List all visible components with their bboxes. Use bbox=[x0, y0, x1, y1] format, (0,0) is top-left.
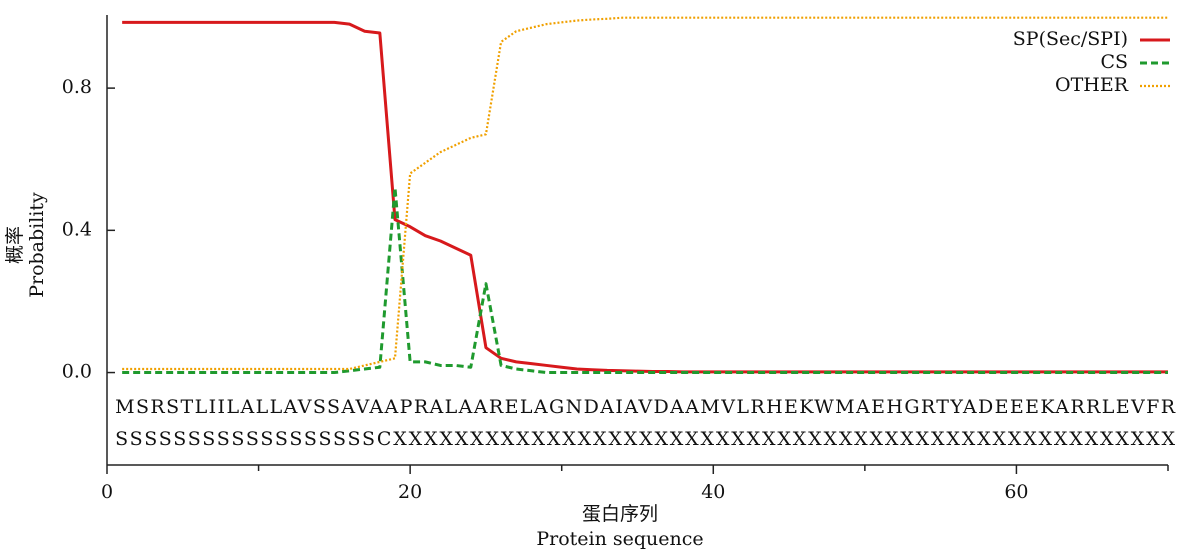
series-line bbox=[122, 20, 1168, 374]
annotation-row: SSSSSSSSSSSSSSSSSSCXXXXXXXXXXXXXXXXXXXXX… bbox=[115, 428, 1175, 450]
series-line bbox=[122, 186, 1168, 375]
x-axis-label: 蛋白序列 bbox=[582, 503, 658, 525]
y-tick-label: 0.8 bbox=[62, 76, 92, 98]
legend-label: CS bbox=[1100, 51, 1128, 73]
legend-label: OTHER bbox=[1055, 74, 1129, 96]
y-axis-label: 概率 bbox=[4, 226, 26, 264]
y-axis-label: Probability bbox=[26, 192, 48, 298]
x-axis-label: Protein sequence bbox=[536, 528, 703, 550]
y-tick-label: 0.4 bbox=[62, 218, 92, 240]
y-tick-label: 0.0 bbox=[62, 361, 92, 383]
sequence-row: MSRSTLIILALLAVSSAVAAPRALAARELAGNDAIAVDAA… bbox=[115, 396, 1176, 418]
x-tick-label: 60 bbox=[1004, 481, 1028, 503]
x-tick-label: 40 bbox=[701, 481, 725, 503]
x-tick-label: 0 bbox=[101, 481, 113, 503]
series-line bbox=[122, 16, 1168, 371]
legend-label: SP(Sec/SPI) bbox=[1013, 28, 1128, 50]
x-tick-label: 20 bbox=[398, 481, 422, 503]
